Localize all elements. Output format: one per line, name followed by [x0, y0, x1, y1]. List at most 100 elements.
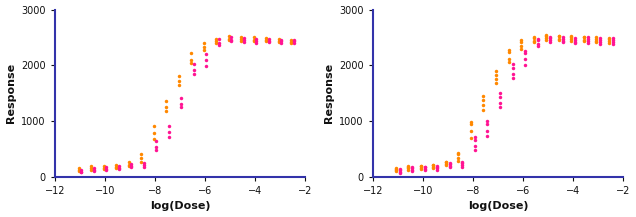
Point: [238, 40, 249, 44]
Point: [595, 42, 605, 45]
Point: [277, 40, 287, 43]
Point: [491, 77, 501, 81]
Point: [516, 40, 526, 44]
Point: [251, 41, 261, 45]
Point: [607, 38, 618, 41]
Point: [161, 105, 171, 109]
Point: [491, 74, 501, 77]
Point: [289, 41, 299, 45]
Point: [453, 156, 464, 160]
Point: [126, 162, 136, 166]
Point: [478, 98, 488, 102]
Point: [570, 36, 580, 40]
Point: [114, 164, 124, 168]
Point: [201, 53, 211, 56]
Point: [214, 37, 224, 41]
Point: [407, 166, 417, 170]
Point: [286, 38, 296, 41]
Y-axis label: Response: Response: [324, 63, 333, 123]
Point: [541, 36, 551, 40]
Point: [395, 171, 405, 174]
Point: [214, 41, 224, 45]
Point: [186, 58, 197, 61]
Point: [545, 40, 555, 44]
Point: [163, 124, 174, 127]
Point: [151, 140, 162, 143]
Point: [114, 167, 124, 171]
Point: [558, 37, 568, 40]
Point: [174, 79, 184, 83]
Point: [545, 36, 555, 40]
Point: [111, 163, 121, 167]
Point: [151, 148, 162, 152]
Point: [416, 166, 426, 169]
Point: [491, 70, 501, 73]
Point: [445, 166, 455, 169]
Point: [470, 145, 480, 148]
Point: [604, 36, 614, 40]
Point: [541, 33, 551, 37]
Point: [88, 168, 99, 171]
Point: [238, 38, 249, 42]
Point: [395, 167, 405, 171]
Point: [520, 51, 530, 55]
Point: [99, 166, 109, 170]
Point: [553, 38, 563, 42]
Point: [261, 38, 272, 42]
Point: [491, 81, 501, 85]
Point: [198, 48, 209, 51]
Point: [532, 45, 543, 48]
Point: [595, 40, 605, 44]
Point: [482, 119, 492, 123]
Point: [441, 163, 451, 166]
Point: [529, 41, 539, 44]
Point: [583, 41, 593, 45]
Point: [224, 38, 234, 42]
X-axis label: log(Dose): log(Dose): [467, 201, 529, 211]
Point: [428, 163, 438, 167]
Point: [420, 169, 430, 172]
Point: [174, 75, 184, 78]
Point: [570, 40, 580, 44]
Point: [607, 40, 618, 44]
Point: [74, 166, 84, 170]
Point: [249, 36, 259, 39]
Point: [520, 57, 530, 60]
Point: [579, 36, 589, 39]
Point: [403, 168, 413, 172]
Point: [416, 164, 426, 168]
Point: [186, 51, 197, 55]
Point: [161, 99, 171, 103]
Point: [579, 40, 589, 43]
Point: [163, 130, 174, 134]
Point: [99, 167, 109, 171]
Point: [420, 167, 430, 171]
Point: [403, 166, 413, 170]
Point: [508, 76, 518, 80]
Point: [224, 35, 234, 38]
Point: [570, 38, 580, 41]
Point: [583, 40, 593, 43]
Point: [441, 160, 451, 164]
Point: [445, 162, 455, 165]
Point: [532, 37, 543, 40]
Point: [76, 168, 86, 172]
Point: [482, 129, 492, 133]
Point: [432, 168, 443, 171]
Y-axis label: Response: Response: [6, 63, 15, 123]
Point: [591, 41, 601, 44]
Point: [416, 164, 426, 168]
Point: [470, 138, 480, 142]
Point: [198, 45, 209, 49]
Point: [566, 37, 576, 41]
Point: [604, 41, 614, 45]
Point: [607, 42, 618, 45]
Point: [558, 41, 568, 44]
Point: [566, 39, 576, 43]
Point: [520, 49, 530, 53]
Point: [151, 145, 162, 148]
Point: [237, 37, 247, 41]
Point: [579, 35, 589, 39]
Point: [482, 134, 492, 138]
Point: [516, 47, 526, 50]
